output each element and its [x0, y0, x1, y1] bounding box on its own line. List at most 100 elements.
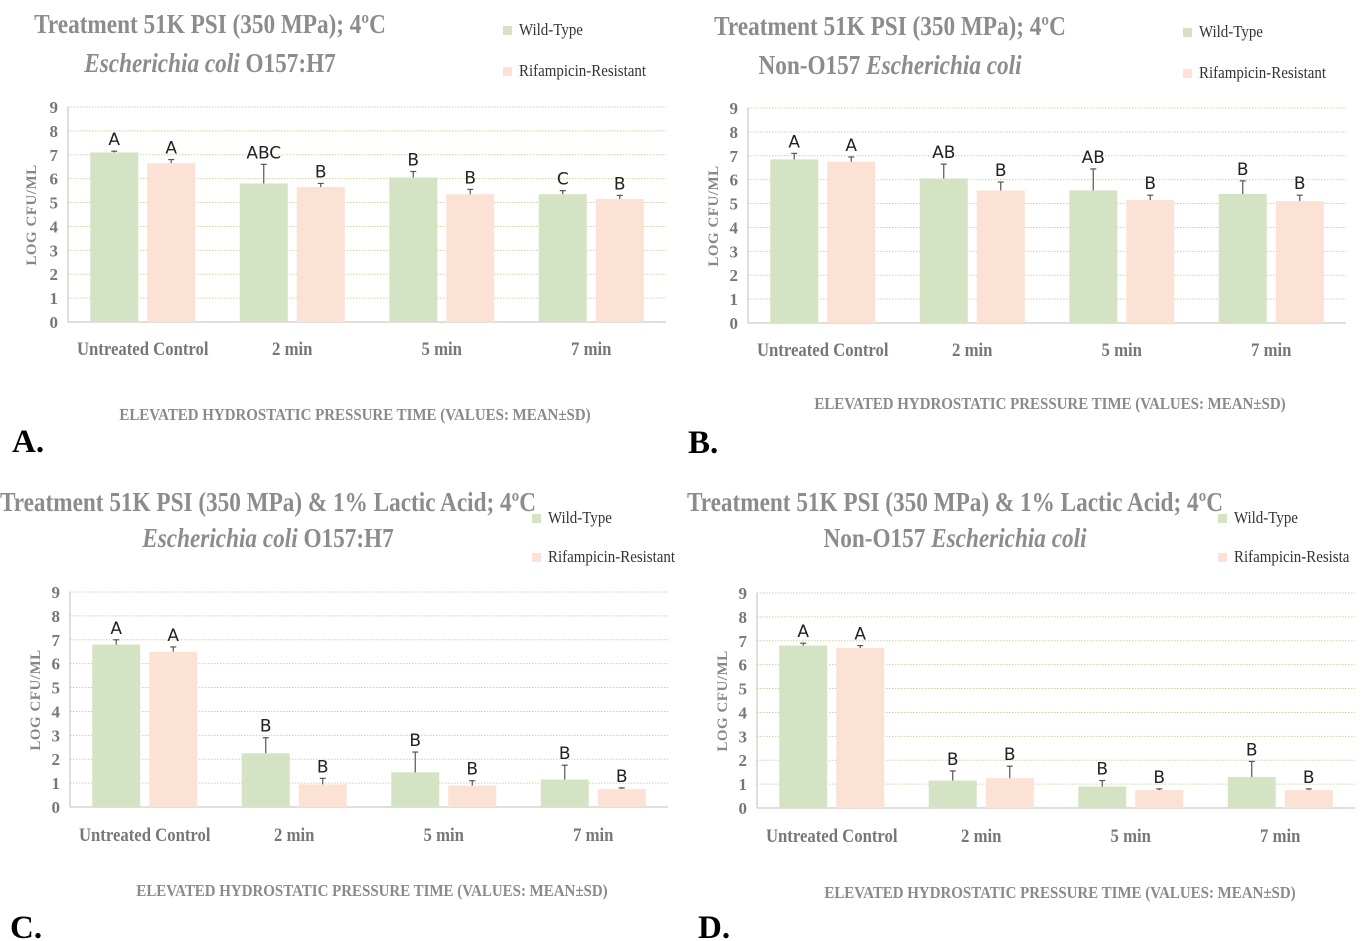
significance-label: A: [797, 622, 809, 642]
y-tick-label: 5: [730, 195, 739, 214]
bar-rifampicin-3: [1126, 199, 1175, 323]
significance-label: A: [788, 132, 800, 152]
subtitle-serotype: O157:H7: [298, 524, 394, 553]
legend-label-2: Rifampicin-Resistant: [1199, 64, 1327, 82]
significance-label: B: [1004, 745, 1016, 765]
chart-title: Treatment 51K PSI (350 MPa); 4ºC: [714, 12, 1066, 41]
y-tick-label: 0: [50, 313, 59, 332]
subtitle-organism: Escherichia coli: [865, 51, 1021, 80]
chart-panel-2: Treatment 51K PSI (350 MPa); 4ºC Non-O157…: [688, 12, 1346, 461]
significance-label: B: [616, 767, 628, 787]
y-tick-label: 9: [730, 99, 739, 118]
y-tick-label: 6: [52, 655, 61, 674]
y-tick-label: 3: [730, 242, 739, 261]
significance-label: B: [1246, 740, 1258, 760]
y-tick-label: 1: [50, 289, 59, 308]
panel-label: A.: [12, 424, 44, 460]
y-axis-label: LOG CFU/ML: [28, 649, 44, 750]
y-tick-label: 8: [730, 123, 739, 142]
y-tick-label: 7: [739, 632, 748, 651]
significance-label: B: [1096, 760, 1108, 780]
significance-label: A: [110, 619, 122, 639]
bar-rifampicin-4: [1275, 201, 1324, 323]
y-tick-label: 0: [52, 798, 61, 817]
significance-label: B: [260, 717, 272, 737]
y-tick-label: 2: [739, 751, 748, 770]
y-tick-label: 8: [52, 607, 61, 626]
bar-wild-type-4: [538, 194, 587, 322]
y-tick-label: 0: [739, 799, 748, 818]
x-tick-label: 2 min: [961, 825, 1001, 846]
bar-rifampicin-4: [595, 198, 644, 322]
y-tick-label: 1: [730, 290, 739, 309]
y-tick-label: 2: [730, 266, 739, 285]
bar-wild-type-1: [90, 152, 139, 322]
legend-label-2: Rifampicin-Resista: [1234, 548, 1349, 566]
x-axis-label: ELEVATED HYDROSTATIC PRESSURE TIME (VALU…: [119, 406, 590, 424]
y-tick-label: 9: [739, 584, 748, 603]
y-tick-label: 4: [739, 703, 748, 722]
x-tick-label: 7 min: [571, 338, 611, 359]
legend: Wild-Type Rifampicin-Resistant: [532, 509, 676, 566]
y-tick-label: 8: [50, 122, 59, 141]
significance-label: A: [845, 136, 857, 156]
bar-wild-type-2: [928, 780, 977, 808]
legend-swatch-1: [1218, 514, 1227, 523]
bar-rifampicin-3: [446, 194, 495, 322]
legend: Wild-Type Rifampicin-Resistant: [1183, 23, 1327, 82]
chart-subtitle: Escherichia coli O157:H7: [141, 524, 393, 553]
significance-label: B: [995, 161, 1007, 181]
y-tick-label: 6: [730, 171, 739, 190]
y-tick-label: 3: [50, 241, 59, 260]
x-axis-label: ELEVATED HYDROSTATIC PRESSURE TIME (VALU…: [136, 882, 607, 900]
bar-wild-type-3: [391, 772, 440, 807]
y-tick-label: 4: [730, 218, 739, 237]
y-tick-label: 8: [739, 608, 748, 627]
significance-label: C: [557, 170, 569, 190]
bar-wild-type-2: [241, 753, 290, 807]
legend-label-2: Rifampicin-Resistant: [519, 62, 647, 80]
y-tick-label: 4: [50, 217, 59, 236]
y-axis-label: LOG CFU/ML: [706, 165, 722, 266]
x-tick-label: 5 min: [1102, 339, 1142, 360]
y-tick-label: 3: [739, 727, 748, 746]
y-tick-label: 7: [730, 147, 739, 166]
x-tick-label: Untreated Control: [79, 824, 211, 845]
y-tick-label: 7: [52, 631, 61, 650]
significance-label: ABC: [246, 143, 281, 163]
bar-wild-type-1: [770, 159, 819, 323]
legend-label-2: Rifampicin-Resistant: [548, 548, 676, 566]
subtitle-organism: Escherichia coli: [141, 524, 297, 553]
y-tick-label: 0: [730, 314, 739, 333]
legend-swatch-1: [1183, 28, 1192, 37]
significance-label: B: [407, 151, 419, 171]
bar-wild-type-1: [779, 645, 828, 808]
bar-rifampicin-4: [597, 789, 646, 807]
y-tick-label: 4: [52, 702, 61, 721]
y-axis-label: LOG CFU/ML: [715, 650, 731, 751]
y-tick-label: 6: [739, 656, 748, 675]
bar-rifampicin-2: [985, 778, 1034, 808]
bar-wild-type-3: [1078, 786, 1127, 808]
bar-rifampicin-1: [827, 161, 876, 323]
legend-swatch-2: [1218, 553, 1227, 562]
bar-rifampicin-1: [147, 163, 196, 322]
bar-wild-type-4: [1218, 194, 1267, 323]
significance-label: B: [315, 162, 327, 182]
y-tick-label: 7: [50, 146, 59, 165]
legend-swatch-1: [503, 26, 512, 35]
bar-wild-type-3: [389, 177, 438, 322]
x-tick-label: 2 min: [274, 824, 314, 845]
legend-swatch-2: [532, 553, 541, 562]
significance-label: B: [464, 168, 476, 188]
y-axis-label: LOG CFU/ML: [24, 164, 40, 265]
y-tick-label: 1: [739, 775, 748, 794]
bar-rifampicin-3: [1135, 790, 1184, 808]
significance-label: B: [317, 757, 329, 777]
legend-swatch-2: [1183, 69, 1192, 78]
panel-label: B.: [688, 425, 718, 461]
legend-swatch-2: [503, 67, 512, 76]
bar-wild-type-4: [1227, 776, 1276, 808]
x-axis-label: ELEVATED HYDROSTATIC PRESSURE TIME (VALU…: [824, 884, 1295, 902]
